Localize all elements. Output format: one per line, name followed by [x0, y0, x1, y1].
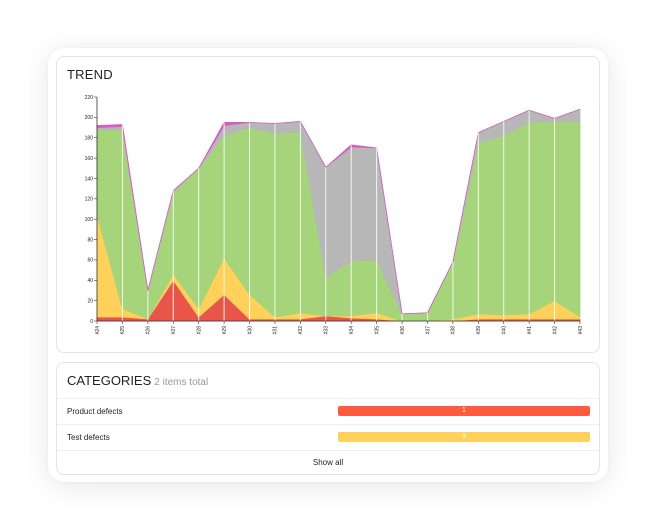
y-tick-label: 160 [85, 156, 94, 162]
y-tick-label: 220 [85, 95, 94, 101]
y-tick-label: 200 [85, 115, 94, 121]
x-tick-label: #32 [298, 326, 304, 335]
trend-chart: 0 20 40 60 80 100 120 140 160 180 200 220 #24 #25 #26 #… [85, 95, 584, 335]
categories-subtitle: 2 items total [154, 377, 209, 388]
y-tick-label: 40 [87, 278, 93, 284]
category-bar[interactable]: 1 [338, 406, 590, 416]
x-tick-label: #39 [476, 326, 482, 335]
x-tick-label: #24 [95, 326, 101, 335]
x-tick-label: #36 [400, 326, 406, 335]
category-row-test-defects[interactable]: Test defects 3 [57, 424, 599, 451]
category-name: Test defects [67, 433, 110, 442]
y-tick-label: 100 [85, 217, 94, 223]
trend-title: TREND [67, 67, 113, 82]
x-tick-label: #33 [324, 326, 330, 335]
category-row-product-defects[interactable]: Product defects 1 [57, 398, 599, 425]
x-tick-label: #40 [502, 326, 508, 335]
dashboard-card: TREND 0 20 40 60 80 100 120 140 160 180 200 220 #24 #… [48, 48, 608, 482]
show-all-button[interactable]: Show all [57, 450, 599, 474]
y-tick-label: 80 [87, 237, 93, 243]
y-tick-label: 180 [85, 136, 94, 142]
x-tick-label: #42 [552, 326, 558, 335]
x-tick-label: #41 [527, 326, 533, 335]
x-tick-label: #29 [222, 326, 228, 335]
y-tick-label: 140 [85, 176, 94, 182]
category-bar[interactable]: 3 [338, 432, 590, 442]
x-tick-label: #30 [247, 326, 253, 335]
categories-widget: CATEGORIES 2 items total Product defects … [56, 362, 600, 475]
categories-header: CATEGORIES 2 items total [67, 373, 208, 388]
x-tick-label: #37 [425, 326, 431, 335]
y-tick-label: 20 [87, 298, 93, 304]
x-tick-label: #35 [374, 326, 380, 335]
y-tick-label: 120 [85, 197, 94, 203]
x-tick-label: #28 [196, 326, 202, 335]
area-series-4 [96, 108, 581, 315]
x-tick-label: #43 [578, 326, 584, 335]
x-tick-label: #38 [451, 326, 457, 335]
y-tick-label: 0 [90, 319, 93, 325]
categories-title: CATEGORIES [67, 373, 152, 388]
category-name: Product defects [67, 407, 123, 416]
y-tick-label: 60 [87, 258, 93, 264]
trend-widget: TREND 0 20 40 60 80 100 120 140 160 180 200 220 #24 #… [56, 56, 600, 353]
x-tick-label: #25 [120, 326, 126, 335]
x-tick-label: #31 [273, 326, 279, 335]
x-tick-label: #27 [171, 326, 177, 335]
x-tick-label: #26 [146, 326, 152, 335]
x-tick-label: #34 [349, 326, 355, 335]
